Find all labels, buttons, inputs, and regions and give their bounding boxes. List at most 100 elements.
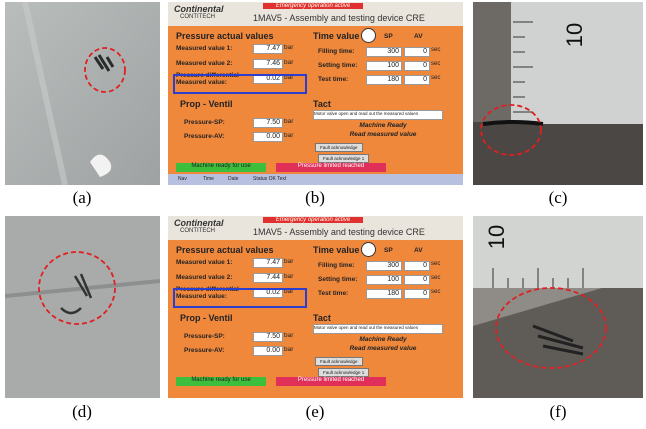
logo-sub: CONTITECH [180,228,215,234]
field-label: Measured value 2: [176,274,232,281]
field-label: Filling time: [318,262,354,269]
field-unit: bar [284,258,293,265]
field-unit: bar [284,132,293,139]
field-unit: sec [431,289,440,295]
field-unit: bar [284,273,293,280]
panel-label: (a) [22,188,142,208]
clock-icon [361,242,376,257]
field-unit: bar [284,59,293,66]
banner: Emergency operation active [263,217,363,223]
logo: Continental [174,218,224,228]
field-label: Setting time: [318,62,357,69]
field-value: 0 [404,275,430,285]
field-value: 7.47 [253,258,283,268]
field-value: 0.00 [253,346,283,356]
status-text: Machine Ready [333,336,433,343]
column-header: SP [384,247,393,254]
field-label: Pressure-SP: [184,119,225,126]
status-bar-item: Time [203,176,214,182]
field-value: 180 [366,289,402,299]
message-box: Motor valve open and read out the measur… [313,324,443,334]
field-label: Pressure-SP: [184,333,225,340]
screen-title: 1MAV5 - Assembly and testing device CRE [253,13,425,23]
field-unit: bar [284,346,293,353]
field-value: 0.00 [253,132,283,142]
clock-icon [361,28,376,43]
photo-a [5,2,160,185]
field-value: 7.50 [253,118,283,128]
panel-label: (f) [498,402,618,422]
field-label: Measured value 2: [176,60,232,67]
status-ok: Machine ready for use [176,163,266,172]
field-label: Test time: [318,290,348,297]
banner: Emergency operation active [263,3,363,9]
ruler-number: 10 [484,225,510,249]
panel-label: (b) [255,188,375,208]
photo-f: 10 [473,216,643,398]
field-unit: sec [431,75,440,81]
section-heading: Pressure actual values [176,31,274,41]
highlight-box [173,74,307,94]
field-unit: sec [431,275,440,281]
fault-button: Fault acknowledge [315,357,363,366]
field-value: 7.44 [253,273,283,283]
field-value: 0 [404,47,430,57]
field-unit: bar [284,118,293,125]
field-label: Filling time: [318,48,354,55]
section-heading: Prop - Ventil [180,313,233,323]
field-value: 100 [366,275,402,285]
field-value: 300 [366,261,402,271]
column-header: AV [414,247,423,254]
field-value: 0 [404,75,430,85]
field-value: 300 [366,47,402,57]
field-value: 180 [366,75,402,85]
column-header: AV [414,33,423,40]
status-bar-item: Date [228,176,239,182]
fault-button: Fault acknowledge 1 [318,368,369,377]
field-label: Setting time: [318,276,357,283]
field-unit: sec [431,47,440,53]
figure: ContinentalCONTITECHEmergency operation … [0,0,646,429]
field-value: 0 [404,61,430,71]
field-label: Test time: [318,76,348,83]
fault-button: Fault acknowledge [315,143,363,152]
logo: Continental [174,4,224,14]
section-heading: Pressure actual values [176,245,274,255]
photo-c: 10 [473,2,643,185]
section-heading: Time value [313,31,359,41]
field-value: 7.46 [253,59,283,69]
status-alarm: Pressure limited reached [276,377,386,386]
status-bar-item: Nav [178,176,187,182]
field-label: Measured value 1: [176,259,232,266]
panel-label: (d) [22,402,142,422]
status-text: Read measured value [333,131,433,138]
field-unit: sec [431,261,440,267]
field-unit: sec [431,61,440,67]
section-heading: Time value [313,245,359,255]
section-heading: Prop - Ventil [180,99,233,109]
status-text: Machine Ready [333,122,433,129]
field-value: 7.50 [253,332,283,342]
photo-d [5,216,160,398]
status-text: Read measured value [333,345,433,352]
status-alarm: Pressure limited reached [276,163,386,172]
section-heading: Tact [313,99,331,109]
field-value: 0 [404,261,430,271]
screen-title: 1MAV5 - Assembly and testing device CRE [253,227,425,237]
message-box: Motor valve open and read out the measur… [313,110,443,120]
field-value: 100 [366,61,402,71]
panel-label: (e) [255,402,375,422]
panel-label: (c) [498,188,618,208]
ruler-number: 10 [562,23,588,47]
highlight-box [173,288,307,308]
column-header: SP [384,33,393,40]
field-value: 7.47 [253,44,283,54]
logo-sub: CONTITECH [180,14,215,20]
field-unit: bar [284,44,293,51]
section-heading: Tact [313,313,331,323]
field-unit: bar [284,332,293,339]
